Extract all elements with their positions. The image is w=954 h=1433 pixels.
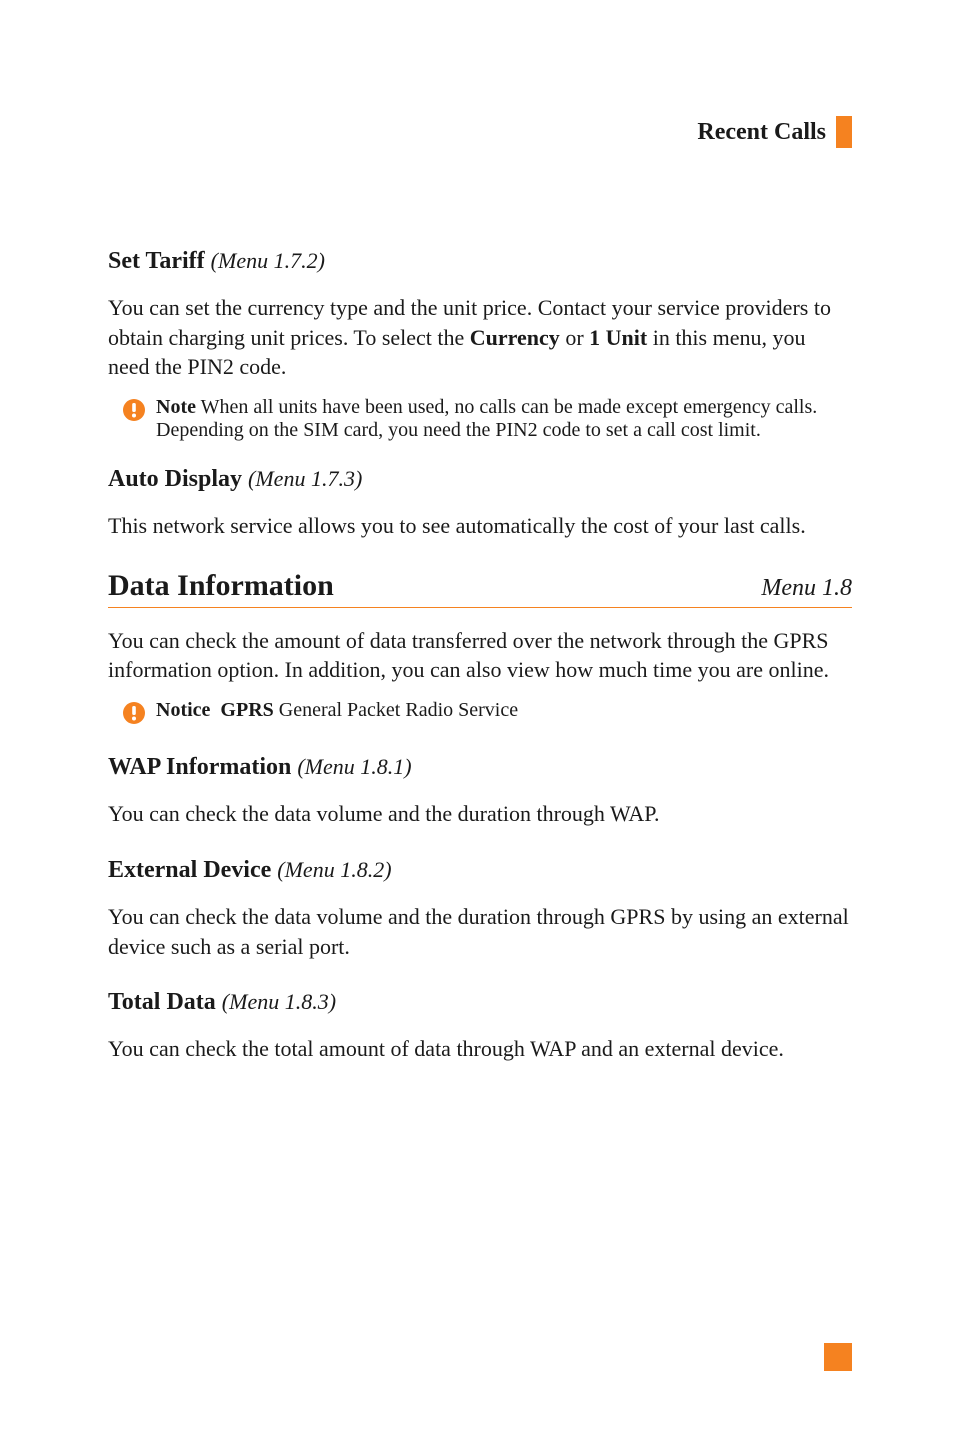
body-wap-info: You can check the data volume and the du… xyxy=(108,799,852,829)
notice-block: Notice GPRS General Packet Radio Service xyxy=(122,699,852,730)
subhead-menu-ref: (Menu 1.7.3) xyxy=(248,466,362,491)
subhead-title: Auto Display xyxy=(108,466,242,492)
body-set-tariff: You can set the currency type and the un… xyxy=(108,293,852,382)
alert-icon xyxy=(122,701,146,730)
subhead-menu-ref: (Menu 1.8.2) xyxy=(277,857,391,882)
text-fragment: or xyxy=(560,325,589,350)
header-accent-bar xyxy=(836,116,852,148)
note-block: Note When all units have been used, no c… xyxy=(122,396,852,442)
page-header: Recent Calls xyxy=(108,116,852,148)
text-bold: Currency xyxy=(470,325,560,350)
body-total-data: You can check the total amount of data t… xyxy=(108,1034,852,1064)
notice-bold: GPRS xyxy=(220,699,273,721)
header-title: Recent Calls xyxy=(697,119,826,146)
subhead-title: WAP Information xyxy=(108,754,291,780)
body-external-device: You can check the data volume and the du… xyxy=(108,902,852,961)
subhead-total-data: Total Data (Menu 1.8.3) xyxy=(108,989,852,1016)
notice-content: Notice GPRS General Packet Radio Service xyxy=(156,699,518,722)
subhead-title: External Device xyxy=(108,857,271,883)
text-bold: 1 Unit xyxy=(589,325,647,350)
subhead-menu-ref: (Menu 1.8.3) xyxy=(222,989,336,1014)
subhead-menu-ref: (Menu 1.7.2) xyxy=(211,248,325,273)
notice-label: Notice xyxy=(156,699,210,721)
section-heading-data-info: Data Information Menu 1.8 xyxy=(108,569,852,608)
subhead-auto-display: Auto Display (Menu 1.7.3) xyxy=(108,466,852,493)
subhead-title: Total Data xyxy=(108,989,216,1015)
note-text: When all units have been used, no calls … xyxy=(156,396,817,441)
page-number-square xyxy=(824,1343,852,1371)
page-content: Recent Calls Set Tariff (Menu 1.7.2) You… xyxy=(0,0,954,1138)
section-title: Data Information xyxy=(108,569,334,603)
subhead-title: Set Tariff xyxy=(108,248,205,274)
note-content: Note When all units have been used, no c… xyxy=(156,396,852,442)
notice-text: General Packet Radio Service xyxy=(274,699,518,721)
subhead-external-device: External Device (Menu 1.8.2) xyxy=(108,857,852,884)
subhead-wap-info: WAP Information (Menu 1.8.1) xyxy=(108,754,852,781)
subhead-set-tariff: Set Tariff (Menu 1.7.2) xyxy=(108,248,852,275)
note-label: Note xyxy=(156,396,196,418)
body-data-info: You can check the amount of data transfe… xyxy=(108,626,852,685)
subhead-menu-ref: (Menu 1.8.1) xyxy=(297,754,411,779)
body-auto-display: This network service allows you to see a… xyxy=(108,511,852,541)
alert-icon xyxy=(122,398,146,427)
section-menu-ref: Menu 1.8 xyxy=(761,575,852,602)
